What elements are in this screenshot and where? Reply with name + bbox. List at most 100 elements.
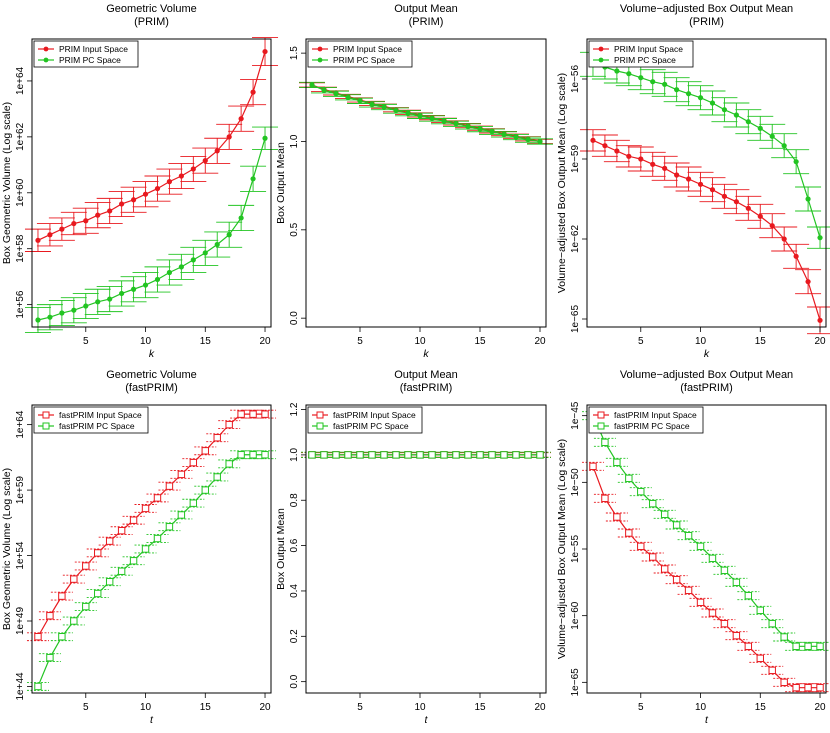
data-point [768, 666, 776, 675]
data-point [697, 181, 704, 187]
x-axis-label: t [705, 714, 709, 726]
legend-marker [598, 57, 604, 63]
data-point [721, 193, 728, 199]
data-point [745, 205, 751, 211]
data-point [536, 451, 544, 459]
data-point [213, 473, 221, 481]
data-point [369, 101, 375, 107]
data-point [119, 290, 125, 297]
legend-label: PRIM PC Space [59, 55, 121, 65]
y-tick-label: 1e−62 [570, 225, 581, 254]
data-point [202, 158, 208, 164]
data-point [614, 68, 620, 74]
data-point [709, 100, 716, 106]
data-point [744, 591, 753, 600]
data-point [261, 410, 269, 418]
data-point [525, 137, 531, 143]
data-point [262, 48, 268, 55]
data-point [780, 633, 788, 641]
data-point [82, 562, 90, 570]
data-point [309, 82, 315, 88]
data-point [70, 617, 78, 625]
data-point [614, 148, 620, 154]
data-point [129, 557, 138, 565]
y-tick-label: 1.5 [289, 46, 300, 60]
chart-p6: Volume−adjusted Box Output Mean(fastPRIM… [556, 369, 830, 726]
y-tick-label: 0.2 [289, 629, 300, 643]
y-tick-label: 1e−59 [570, 145, 581, 174]
data-point [780, 678, 788, 687]
x-tick-label: 5 [638, 336, 644, 347]
data-point [356, 451, 364, 459]
data-point [332, 451, 340, 459]
legend-marker [316, 422, 324, 430]
x-tick-label: 10 [140, 702, 152, 713]
data-point [709, 187, 716, 193]
y-tick-label: 1e−65 [570, 668, 581, 697]
y-axis-label: Volume−adjusted Box Output Mean (Log sca… [556, 439, 568, 659]
legend-box [307, 40, 413, 68]
x-tick-label: 20 [259, 336, 271, 347]
y-axis-label: Volume−adjusted Box Output Mean (Log sca… [556, 73, 568, 293]
y-tick-label: 0.4 [289, 584, 300, 598]
legend-box [588, 406, 704, 434]
data-point [416, 451, 424, 459]
x-tick-label: 15 [200, 702, 212, 713]
data-point [249, 451, 257, 459]
data-point [154, 185, 161, 192]
chart-title: Volume−adjusted Box Output Mean [620, 3, 793, 15]
data-point [34, 682, 42, 691]
data-point [107, 208, 113, 214]
data-point [501, 131, 507, 138]
x-tick-label: 10 [695, 336, 707, 347]
x-axis-label: t [150, 714, 154, 726]
data-point [47, 232, 53, 238]
series-green [301, 451, 551, 459]
data-point [249, 410, 257, 418]
data-point [745, 119, 751, 125]
plot-frame [586, 404, 827, 694]
data-point [720, 566, 729, 575]
data-point [226, 232, 232, 238]
y-tick-label: 1e−65 [570, 305, 581, 334]
data-point [512, 451, 520, 459]
data-point [166, 269, 173, 276]
series-line [592, 466, 821, 689]
x-axis-label: k [149, 348, 155, 360]
data-point [153, 494, 162, 502]
data-point [261, 451, 269, 459]
y-tick-label: 1e+44 [15, 672, 26, 701]
data-point [237, 451, 245, 459]
x-axis-label: k [423, 348, 429, 360]
data-point [649, 499, 657, 508]
data-point [130, 286, 137, 292]
chart-subtitle: (fastPRIM) [400, 382, 453, 394]
data-point [59, 226, 65, 232]
series-red [581, 461, 830, 693]
y-tick-label: 1e+49 [15, 607, 26, 636]
data-point [201, 486, 209, 494]
series-red [26, 409, 277, 642]
data-point [662, 165, 668, 171]
chart-subtitle: (PRIM) [134, 16, 169, 28]
chart-title: Geometric Volume [106, 369, 196, 381]
data-point [440, 451, 448, 459]
data-point [732, 578, 741, 587]
y-tick-label: 0.6 [289, 538, 300, 552]
data-point [674, 87, 680, 93]
data-point [744, 642, 753, 651]
data-point [345, 94, 351, 100]
x-tick-label: 5 [83, 702, 89, 713]
data-point [165, 482, 174, 490]
data-point [202, 250, 208, 256]
data-point [464, 451, 472, 459]
x-tick-label: 5 [638, 702, 644, 713]
legend-marker [316, 411, 324, 419]
chart-title: Geometric Volume [106, 3, 196, 15]
data-point [817, 317, 823, 323]
data-point [166, 179, 173, 185]
x-tick-label: 20 [814, 702, 826, 713]
chart-title: Output Mean [394, 369, 458, 381]
data-point [94, 549, 102, 557]
